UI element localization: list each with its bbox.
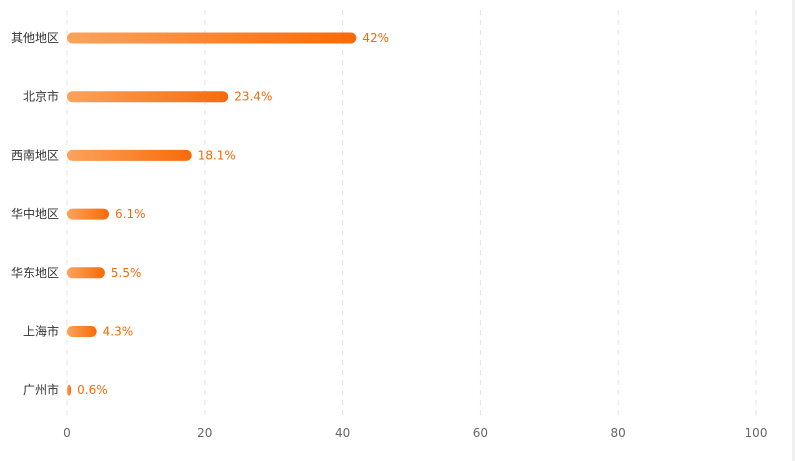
category-label: 上海市 xyxy=(23,324,59,339)
bar[interactable] xyxy=(67,208,110,220)
x-tick-label: 60 xyxy=(473,426,488,440)
bar[interactable] xyxy=(67,32,357,44)
x-tick-label: 40 xyxy=(335,426,350,440)
x-tick-label: 100 xyxy=(745,426,768,440)
x-tick-label: 20 xyxy=(197,426,212,440)
scrollbar-track xyxy=(792,0,795,461)
category-label: 其他地区 xyxy=(11,31,59,45)
bar[interactable] xyxy=(67,326,97,337)
x-axis-ticks: 0 20 40 60 80 100 xyxy=(63,426,767,440)
category-label: 华东地区 xyxy=(11,266,59,280)
value-labels: 42% 23.4% 18.1% 6.1% 5.5% 4.3% 0.6% xyxy=(77,31,389,397)
value-label: 18.1% xyxy=(198,148,236,162)
x-tick-label: 80 xyxy=(611,426,626,440)
value-label: 6.1% xyxy=(115,207,145,221)
bar[interactable] xyxy=(67,149,192,161)
bar[interactable] xyxy=(67,91,229,103)
category-label: 华中地区 xyxy=(11,206,59,221)
value-label: 4.3% xyxy=(103,325,134,339)
category-label: 北京市 xyxy=(23,89,59,104)
value-label: 0.6% xyxy=(77,383,108,397)
value-label: 23.4% xyxy=(234,90,272,104)
category-label: 西南地区 xyxy=(11,147,59,162)
bar[interactable] xyxy=(67,267,105,279)
category-label: 广州市 xyxy=(23,382,59,397)
value-label: 42% xyxy=(362,31,389,45)
grid-lines xyxy=(66,10,757,418)
x-tick-label: 0 xyxy=(63,426,71,440)
value-label: 5.5% xyxy=(111,266,141,280)
bars xyxy=(67,32,357,396)
bar[interactable] xyxy=(67,384,72,396)
